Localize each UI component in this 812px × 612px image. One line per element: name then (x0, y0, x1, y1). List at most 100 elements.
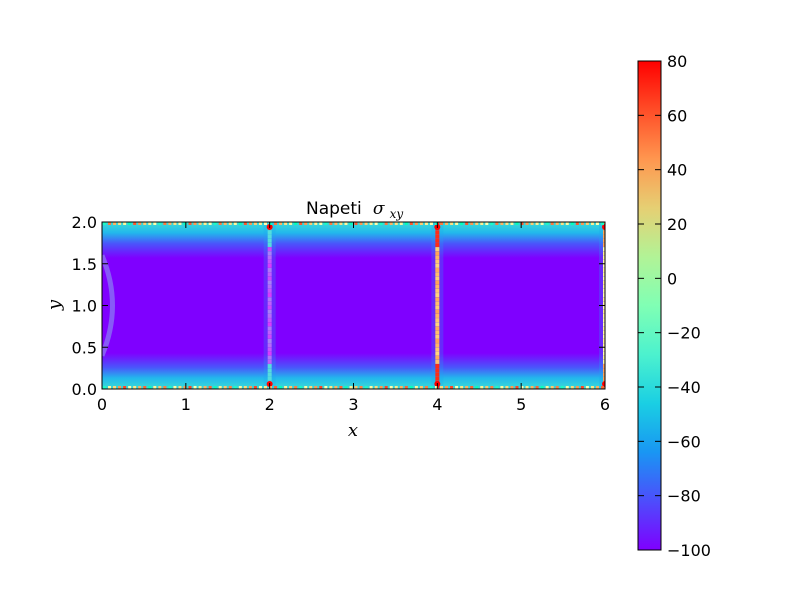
edge-cell-top (339, 222, 343, 225)
y-axis: 0.0 0.5 1.0 1.5 2.0 (72, 213, 605, 399)
feature-cell (267, 230, 272, 235)
edge-cell-bottom (123, 386, 127, 389)
edge-cell-bottom (490, 386, 494, 389)
feature-cell (603, 230, 605, 235)
feature-cell (435, 230, 440, 235)
edge-cell-top (450, 222, 454, 225)
edge-cell-bottom (585, 386, 589, 389)
edge-cell-bottom (555, 386, 559, 389)
edge-cell-top (389, 222, 393, 225)
edge-cell-bottom (228, 386, 232, 389)
edge-cell-top (399, 222, 403, 225)
edge-cell-bottom (208, 386, 212, 389)
edge-cell-bottom (500, 386, 504, 389)
edge-cell-bottom (344, 386, 348, 389)
feature-cell (435, 288, 440, 293)
edge-cell-bottom (339, 386, 343, 389)
edge-cell-bottom (359, 386, 363, 389)
y-tick-label: 0.5 (72, 338, 97, 357)
edge-cell-bottom (419, 386, 423, 389)
edge-cell-top (319, 222, 323, 225)
edge-cell-top (460, 222, 464, 225)
edge-cell-bottom (128, 386, 132, 389)
edge-cell-bottom (133, 386, 137, 389)
edge-cell-top (123, 222, 127, 225)
y-tick-label: 1.0 (72, 297, 97, 316)
feature-cell (603, 347, 605, 352)
feature-cell (435, 301, 440, 306)
edge-cell-top (595, 222, 599, 225)
feature-cell (603, 343, 605, 348)
edge-cell-bottom (455, 386, 459, 389)
edge-cell-top (253, 222, 257, 225)
edge-cell-top (138, 222, 142, 225)
edge-cell-top (118, 222, 122, 225)
edge-cell-top (128, 222, 132, 225)
feature-cell (435, 334, 440, 339)
edge-cell-bottom (138, 386, 142, 389)
edge-cell-top (233, 222, 237, 225)
edge-cell-top (535, 222, 539, 225)
feature-cell (267, 293, 272, 298)
edge-cell-top (208, 222, 212, 225)
feature-cell (603, 234, 605, 239)
feature-cell (267, 322, 272, 327)
heatmap-plot-area (102, 222, 605, 389)
feature-cell (267, 338, 272, 343)
feature-cell (267, 272, 272, 277)
feature-cell (603, 359, 605, 364)
colorbar-tick-label: −80 (667, 487, 701, 506)
colorbar-tick-label: 80 (667, 52, 687, 71)
feature-cell (267, 355, 272, 360)
edge-cell-bottom (580, 386, 584, 389)
feature-cell (267, 330, 272, 335)
edge-cell-bottom (565, 386, 569, 389)
feature-cell (267, 255, 272, 260)
edge-cell-bottom (379, 386, 383, 389)
edge-cell-bottom (223, 386, 227, 389)
edge-cell-top (329, 222, 333, 225)
edge-cell-top (238, 222, 242, 225)
edge-cell-top (394, 222, 398, 225)
feature-cell (603, 259, 605, 264)
edge-cell-bottom (163, 386, 167, 389)
edge-cell-bottom (108, 386, 112, 389)
edge-cell-top (178, 222, 182, 225)
edge-cell-bottom (480, 386, 484, 389)
edge-cell-top (299, 222, 303, 225)
colorbar (637, 60, 662, 551)
feature-cell (435, 376, 440, 381)
edge-cell-top (304, 222, 308, 225)
edge-cell-bottom (510, 386, 514, 389)
edge-cell-top (565, 222, 569, 225)
feature-cell (435, 313, 440, 318)
edge-cell-top (580, 222, 584, 225)
feature-cell (267, 288, 272, 293)
edge-cell-top (309, 222, 313, 225)
edge-cell-top (500, 222, 504, 225)
feature-cell (603, 376, 605, 381)
edge-cell-bottom (475, 386, 479, 389)
edge-cell-bottom (299, 386, 303, 389)
feature-cell (267, 351, 272, 356)
edge-cell-top (213, 222, 217, 225)
edge-cell-top (555, 222, 559, 225)
feature-cell (435, 372, 440, 377)
edge-cell-top (188, 222, 192, 225)
feature-cell (435, 368, 440, 373)
edge-cell-top (148, 222, 152, 225)
edge-cell-bottom (364, 386, 368, 389)
feature-cell (603, 309, 605, 314)
edge-cell-top (103, 222, 107, 225)
feature-cell (267, 263, 272, 268)
edge-cell-top (445, 222, 449, 225)
feature-cell (603, 305, 605, 310)
feature-cell (267, 280, 272, 285)
colorbar-tick-label: 20 (667, 215, 687, 234)
feature-cell (267, 259, 272, 264)
edge-cell-top (590, 222, 594, 225)
edge-cell-top (279, 222, 283, 225)
edge-cell-bottom (540, 386, 544, 389)
colorbar-tick-label: −60 (667, 432, 701, 451)
colorbar-tick-label: −100 (667, 541, 711, 560)
